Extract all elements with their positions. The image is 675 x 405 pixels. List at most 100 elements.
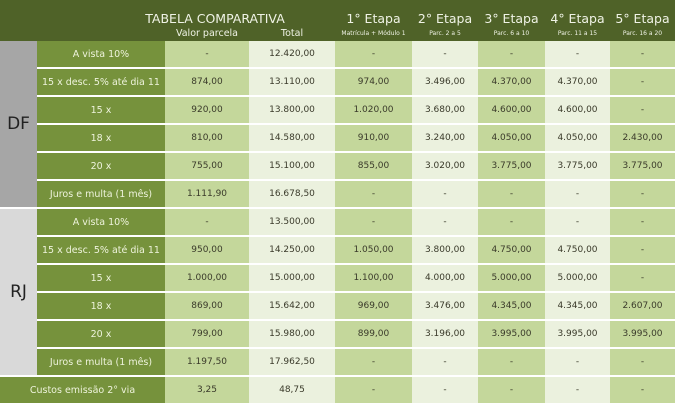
group-label-df: DF [0,41,37,209]
table-cell: - [610,68,675,97]
row-label: 20 x [37,320,165,349]
column-header-7-etapa: 5° Etapa [615,11,670,26]
table-cell: 4.345,00 [545,292,610,321]
table-cell: - [545,180,610,209]
table-row: 18 x 810,00 14.580,00 910,00 3.240,00 4.050,0… [0,124,675,153]
table-cell: 950,00 [165,236,249,265]
table-cell: 1.050,00 [335,236,412,265]
table-cell: - [610,236,675,265]
table-cell: 855,00 [335,152,412,181]
table-cell: 3.775,00 [478,152,545,181]
column-header: Total [280,27,304,39]
table-row: 15 x desc. 5% até dia 11 874,00 13.110,00 9… [0,68,675,97]
table-cell: 2.607,00 [610,292,675,321]
table-cell: 3.995,00 [610,320,675,349]
group-label-rj: RJ [0,208,37,377]
table-cell: - [478,180,545,209]
row-label: Custos emissão 2° via [0,376,165,403]
row-label: 15 x desc. 5% até dia 11 [37,236,165,265]
table-cell: - [478,208,545,237]
table-row: 15 x 1.000,00 15.000,00 1.100,00 4.000,00 5.0… [0,264,675,293]
table-cell: 1.020,00 [335,96,412,125]
column-subheader: Parc. 6 a 10 [493,29,530,37]
column-subheader: Parc. 11 a 15 [557,29,598,37]
column-header: Valor parcela [175,27,239,39]
table-cell: 899,00 [335,320,412,349]
table-cell: 4.050,00 [478,124,545,153]
table-cell: 3.476,00 [412,292,478,321]
table-cell: 14.250,00 [249,236,335,265]
table-row: 15 x desc. 5% até dia 11 950,00 14.250,00 1… [0,236,675,265]
table-cell: 13.500,00 [249,208,335,237]
table-row: Juros e multa (1 mês) 1.197,50 17.962,50- -… [0,348,675,377]
table-row: 20 x 799,00 15.980,00 899,00 3.196,00 3.995,0… [0,320,675,349]
table-cell: 920,00 [165,96,249,125]
table-cell: 3.775,00 [610,152,675,181]
table-row: 18 x 869,00 15.642,00 969,00 3.476,00 4.345,0… [0,292,675,321]
table-row: 20 x 755,00 15.100,00 855,00 3.020,00 3.775,0… [0,152,675,181]
table-cell: - [610,264,675,293]
table-cell: 4.750,00 [545,236,610,265]
table-cell: 14.580,00 [249,124,335,153]
table-cell: 3.995,00 [478,320,545,349]
table-cell: - [545,376,610,403]
row-label: Juros e multa (1 mês) [37,180,165,209]
table-cell: 3.775,00 [545,152,610,181]
table-cell: - [610,376,675,403]
table-cell: 16.678,50 [249,180,335,209]
table-cell: - [165,41,249,69]
row-label: 18 x [37,124,165,153]
table-cell: - [335,348,412,377]
table-cell: 13.110,00 [249,68,335,97]
table-cell: - [610,96,675,125]
table-cell: 4.345,00 [478,292,545,321]
row-label: Juros e multa (1 mês) [37,348,165,377]
footer-row: Custos emissão 2° via 3,25 48,75- - - - - [0,376,675,403]
column-subheader: Parc. 16 a 20 [622,29,663,37]
column-subheader: Parc. 2 a 5 [429,29,461,37]
column-header-6-etapa: 4° Etapa [550,11,605,26]
table-cell: 12.420,00 [249,41,335,69]
table-cell: 15.642,00 [249,292,335,321]
row-label: 18 x [37,292,165,321]
table-cell: 3.020,00 [412,152,478,181]
column-header-5-etapa: 3° Etapa [484,11,539,26]
table-cell: 910,00 [335,124,412,153]
table-cell: 810,00 [165,124,249,153]
table-row: 15 x 920,00 13.800,00 1.020,00 3.680,00 4.600… [0,96,675,125]
table-cell: - [335,41,412,69]
column-header-4-etapa: 2° Etapa [417,11,473,26]
row-label: 15 x [37,96,165,125]
table-cell: 3.800,00 [412,236,478,265]
table-cell: 1.100,00 [335,264,412,293]
table-row: RJ A vista 10% -13.500,00- - - - - [0,208,675,377]
table-cell: 969,00 [335,292,412,321]
table-cell: 4.750,00 [478,236,545,265]
table-cell: - [412,348,478,377]
blank-header [0,26,165,41]
table-cell: 4.370,00 [478,68,545,97]
table-cell: 17.962,50 [249,348,335,377]
row-label: A vista 10% [37,41,165,69]
table-cell: 3.680,00 [412,96,478,125]
table-cell: 1.111,90 [165,180,249,209]
table-cell: - [165,208,249,237]
table-cell: 15.100,00 [249,152,335,181]
table-cell: 4.600,00 [545,96,610,125]
row-label: 15 x [37,264,165,293]
subheader-row: Valor parcela Total Matrícula + Módulo 1 Pa… [0,26,675,41]
table-cell: - [610,348,675,377]
table-cell: - [545,208,610,237]
table-cell: - [478,348,545,377]
table-title: TABELA COMPARATIVA [145,11,285,26]
table-cell: 5.000,00 [478,264,545,293]
table-cell: - [412,180,478,209]
table-cell: 5.000,00 [545,264,610,293]
row-label: A vista 10% [37,208,165,237]
table-cell: 3.496,00 [412,68,478,97]
table-row: DF A vista 10% -12.420,00- - - - - [0,41,675,209]
table-cell: 3.196,00 [412,320,478,349]
column-subheader: Matrícula + Módulo 1 [341,29,406,37]
table-cell: - [335,180,412,209]
